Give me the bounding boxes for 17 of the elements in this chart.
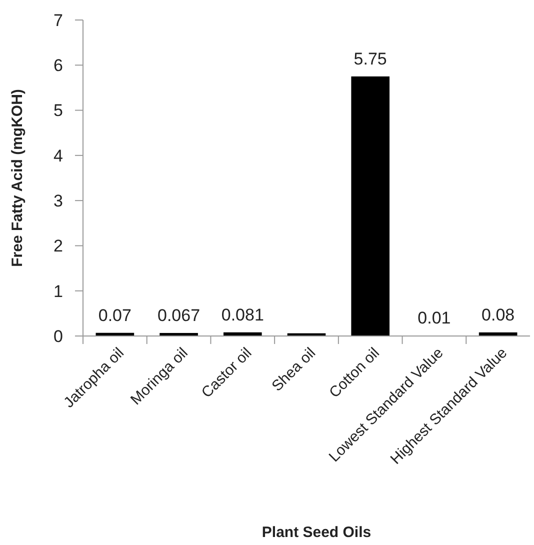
- y-tick-label: 7: [54, 10, 63, 30]
- data-label: 5.75: [354, 49, 387, 68]
- y-tick-label: 5: [54, 101, 63, 120]
- data-label: 0.067: [158, 306, 200, 325]
- y-tick-label: 1: [54, 282, 63, 301]
- y-tick-label: 3: [54, 192, 63, 211]
- data-label: 0.081: [221, 305, 264, 324]
- data-label: 0.01: [418, 308, 451, 328]
- y-tick-label: 0: [54, 326, 63, 346]
- bar: [351, 76, 390, 336]
- y-tick-label: 6: [54, 56, 63, 76]
- data-label: 0.08: [482, 305, 515, 324]
- x-axis-title: Plant Seed Oils: [262, 524, 372, 541]
- y-tick-label: 2: [54, 236, 63, 256]
- y-axis-title: Free Fatty Acid (mgKOH): [9, 89, 26, 267]
- y-tick-label: 4: [54, 146, 63, 166]
- data-label: 0.07: [98, 306, 132, 325]
